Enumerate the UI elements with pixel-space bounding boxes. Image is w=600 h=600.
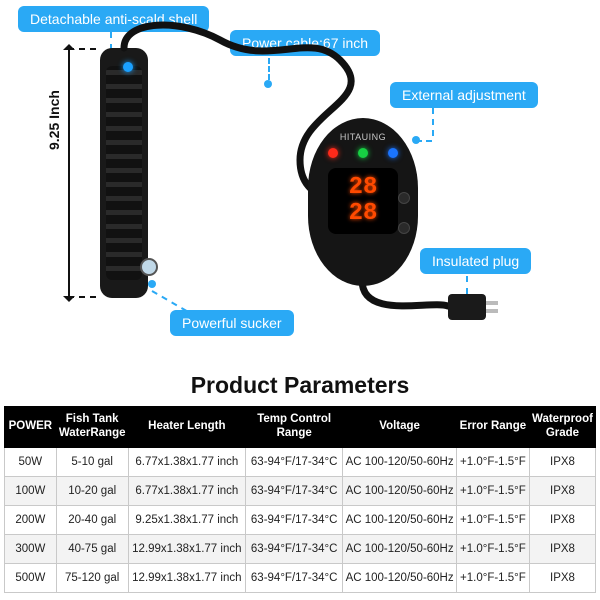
table-row: 300W40-75 gal12.99x1.38x1.77 inch63-94°F… — [5, 534, 596, 563]
table-header: Fish TankWaterRange — [56, 407, 128, 448]
led-red-icon — [328, 148, 338, 158]
led-blue-icon — [388, 148, 398, 158]
table-cell: 6.77x1.38x1.77 inch — [128, 476, 245, 505]
table-cell: 5-10 gal — [56, 447, 128, 476]
controller-brand: HITAUING — [308, 132, 418, 142]
table-cell: +1.0°F-1.5°F — [456, 447, 529, 476]
table-cell: IPX8 — [529, 476, 595, 505]
table-cell: AC 100-120/50-60Hz — [343, 563, 456, 592]
table-cell: +1.0°F-1.5°F — [456, 563, 529, 592]
display-bottom: 28 — [349, 202, 378, 226]
table-cell: AC 100-120/50-60Hz — [343, 447, 456, 476]
btn-up-icon — [398, 192, 410, 204]
controller-unit: HITAUING 28 28 — [308, 118, 418, 286]
table-cell: AC 100-120/50-60Hz — [343, 476, 456, 505]
table-cell: 63-94°F/17-34°C — [246, 476, 343, 505]
table-cell: +1.0°F-1.5°F — [456, 505, 529, 534]
table-header: POWER — [5, 407, 57, 448]
table-cell: 75-120 gal — [56, 563, 128, 592]
table-row: 50W5-10 gal6.77x1.38x1.77 inch63-94°F/17… — [5, 447, 596, 476]
table-cell: 63-94°F/17-34°C — [246, 447, 343, 476]
table-cell: 100W — [5, 476, 57, 505]
table-cell: 200W — [5, 505, 57, 534]
table-cell: IPX8 — [529, 534, 595, 563]
table-header: Temp ControlRange — [246, 407, 343, 448]
table-row: 200W20-40 gal9.25x1.38x1.77 inch63-94°F/… — [5, 505, 596, 534]
controller-buttons — [398, 192, 410, 234]
table-cell: 12.99x1.38x1.77 inch — [128, 534, 245, 563]
table-header: WaterproofGrade — [529, 407, 595, 448]
table-cell: 300W — [5, 534, 57, 563]
table-cell: 10-20 gal — [56, 476, 128, 505]
controller-lights — [308, 148, 418, 158]
table-cell: 63-94°F/17-34°C — [246, 505, 343, 534]
table-header: Voltage — [343, 407, 456, 448]
controller-display: 28 28 — [328, 168, 398, 234]
table-row: 500W75-120 gal12.99x1.38x1.77 inch63-94°… — [5, 563, 596, 592]
table-cell: 12.99x1.38x1.77 inch — [128, 563, 245, 592]
table-cell: AC 100-120/50-60Hz — [343, 534, 456, 563]
product-stage: Detachable anti-scald shell Power cable:… — [0, 0, 600, 370]
table-cell: 63-94°F/17-34°C — [246, 534, 343, 563]
table-body: 50W5-10 gal6.77x1.38x1.77 inch63-94°F/17… — [5, 447, 596, 592]
table-cell: IPX8 — [529, 563, 595, 592]
section-title: Product Parameters — [0, 372, 600, 399]
cable-svg — [0, 0, 600, 370]
table-cell: 500W — [5, 563, 57, 592]
table-cell: 50W — [5, 447, 57, 476]
table-header: Error Range — [456, 407, 529, 448]
table-cell: 63-94°F/17-34°C — [246, 563, 343, 592]
led-green-icon — [358, 148, 368, 158]
table-cell: 20-40 gal — [56, 505, 128, 534]
parameters-table: POWERFish TankWaterRangeHeater LengthTem… — [4, 406, 596, 593]
btn-down-icon — [398, 222, 410, 234]
power-plug — [448, 294, 486, 320]
table-row: 100W10-20 gal6.77x1.38x1.77 inch63-94°F/… — [5, 476, 596, 505]
table-cell: IPX8 — [529, 505, 595, 534]
table-header: Heater Length — [128, 407, 245, 448]
table-cell: +1.0°F-1.5°F — [456, 534, 529, 563]
table-cell: AC 100-120/50-60Hz — [343, 505, 456, 534]
infographic-root: Detachable anti-scald shell Power cable:… — [0, 0, 600, 600]
table-cell: 40-75 gal — [56, 534, 128, 563]
table-cell: IPX8 — [529, 447, 595, 476]
table-cell: +1.0°F-1.5°F — [456, 476, 529, 505]
table-header-row: POWERFish TankWaterRangeHeater LengthTem… — [5, 407, 596, 448]
table-cell: 6.77x1.38x1.77 inch — [128, 447, 245, 476]
table-cell: 9.25x1.38x1.77 inch — [128, 505, 245, 534]
display-top: 28 — [349, 176, 378, 200]
